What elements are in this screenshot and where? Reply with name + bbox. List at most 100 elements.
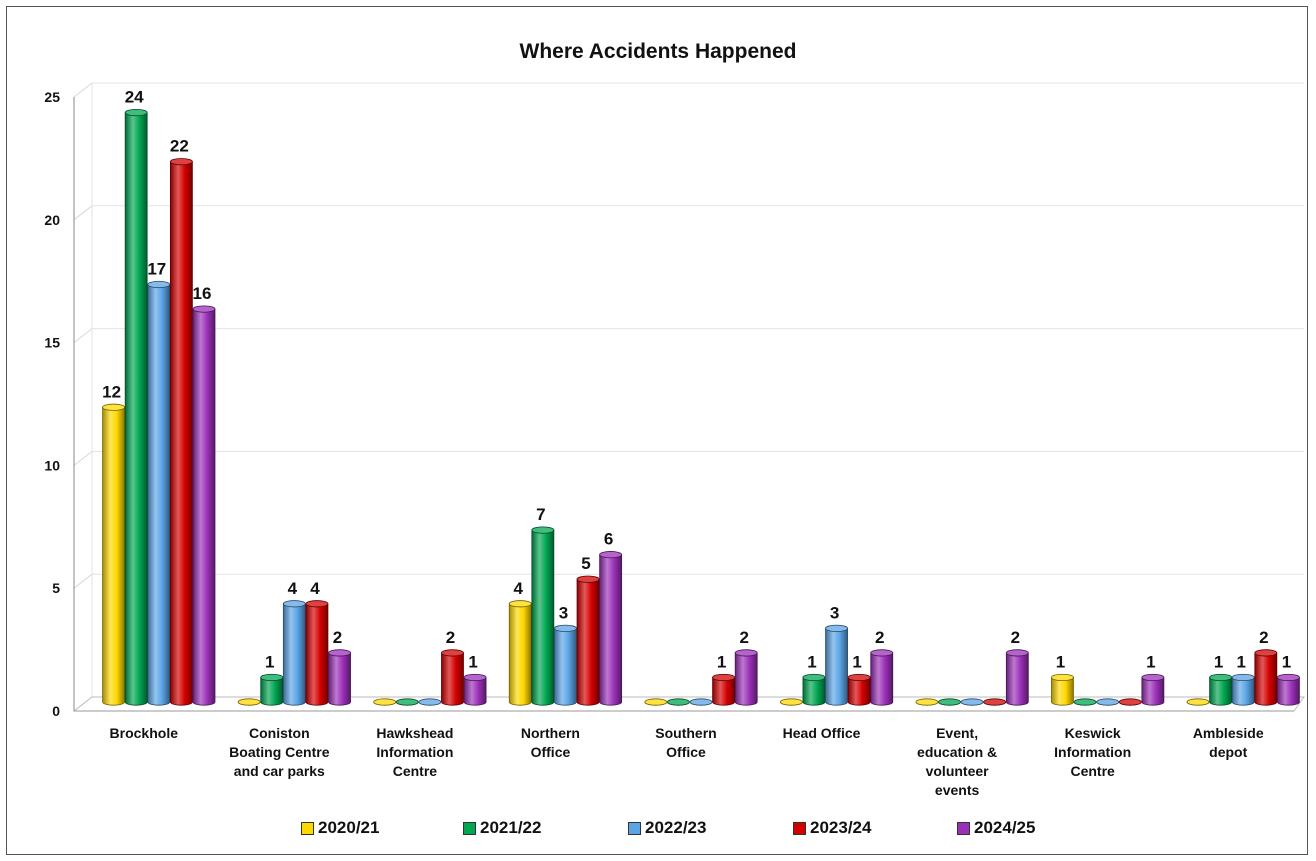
bar [689,698,713,706]
data-label: 2 [446,628,455,647]
data-label: 17 [147,259,166,278]
bar [1005,649,1029,706]
bar-top [418,698,442,706]
chart-legend: 2020/21 2021/22 2022/23 2023/24 2024/25 [0,818,1316,842]
data-label: 1 [717,652,726,671]
bar [960,698,984,706]
legend-label: 2020/21 [318,818,380,837]
data-label: 5 [581,554,590,573]
bar [825,624,848,706]
x-tick-label: Keswick Information Centre [1054,725,1131,779]
bar [1073,698,1097,706]
bar-body [124,112,148,706]
data-label: 4 [310,579,320,598]
x-tick-label: Brockhole [110,725,179,741]
bar-top [644,698,668,706]
bar-body [1005,652,1029,706]
legend-item: 2024/25 [957,818,1035,838]
data-label: 2 [739,628,748,647]
bar-top [983,698,1007,706]
bar [124,108,148,706]
x-tick-label: Head Office [783,725,861,741]
bar-body [599,554,623,706]
bar [1254,649,1278,706]
data-label: 1 [468,652,477,671]
bar-body [576,578,600,706]
bar [373,698,397,706]
bar [1231,673,1255,706]
bar [983,698,1007,706]
bar-top [1209,673,1233,682]
bar-top [328,649,351,657]
bar-body [554,627,577,706]
legend-label: 2021/22 [480,818,542,837]
bar-top [531,526,555,534]
bar-body [463,677,487,706]
bar-top [1073,698,1097,706]
bar-top [712,673,735,682]
bar-top [373,698,397,706]
bar-top [779,698,803,706]
bar-top [124,108,148,117]
bar-top [734,649,758,657]
bar-top [192,305,216,313]
bar-top [938,698,961,706]
bar-top [463,673,487,682]
bar [237,698,261,706]
data-label: 1 [265,652,274,671]
bar [847,673,871,706]
bar [554,624,577,706]
data-label: 4 [514,579,524,598]
bar-top [689,698,713,706]
y-tick-label: 20 [44,212,60,228]
bar [1118,698,1142,706]
bar-top [802,673,826,682]
y-tick-label: 25 [44,89,60,105]
legend-swatch [628,821,641,835]
bar-top [1254,649,1278,657]
bar [463,673,487,706]
bar-top [1005,649,1029,657]
legend-label: 2023/24 [810,818,872,837]
bar-top [667,698,690,706]
data-label: 24 [125,88,144,107]
bar [644,698,668,706]
x-tick-label: Event, education & volunteer events [917,725,997,798]
x-tick-label: Southern Office [655,725,716,760]
data-label: 7 [536,505,545,524]
bar-body [1209,677,1233,706]
x-tick-label: Coniston Boating Centre and car parks [229,725,330,779]
bar [508,600,532,706]
data-label: 3 [559,603,568,622]
bar-body [1254,652,1278,706]
data-label: 1 [1146,652,1155,671]
bar [870,649,894,706]
data-label: 2 [1259,628,1268,647]
bar [802,673,826,706]
gridline-diag [73,205,93,221]
legend-label: 2024/25 [974,818,1036,837]
bar [576,575,600,706]
gridline-diag [73,82,93,98]
bar-body [870,652,894,706]
bar-top [870,649,894,657]
bar-body [1277,677,1300,706]
y-tick-label: 5 [52,580,60,596]
bar [915,698,939,706]
data-label: 4 [288,579,298,598]
bar [734,649,758,706]
bar-top [599,551,623,559]
bar-top [441,649,464,657]
bar-top [305,600,329,608]
bar [1186,698,1210,706]
bar-top [508,600,532,608]
legend-item: 2021/22 [463,818,541,838]
gridline-diag [73,328,93,343]
bar-top [147,280,171,289]
bar-top [237,698,261,706]
bar [531,526,555,706]
bar [938,698,961,706]
data-label: 1 [807,652,816,671]
bar-top [1186,698,1210,706]
chart-title: Where Accidents Happened [519,40,797,63]
